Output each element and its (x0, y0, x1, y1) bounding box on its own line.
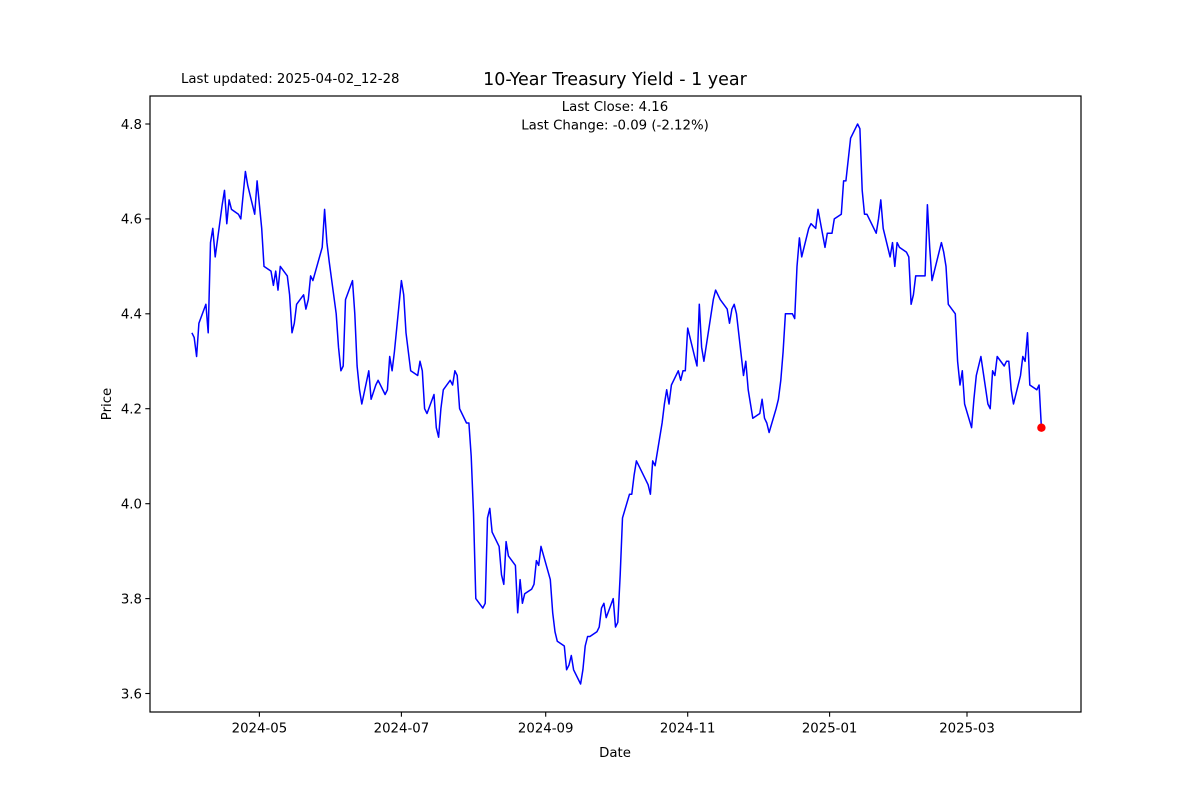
last-close-text: Last Close: 4.16 (562, 100, 668, 115)
plot-area-border (149, 95, 1082, 713)
x-tick-label: 2024-09 (518, 722, 574, 737)
y-tick-label: 4.2 (121, 403, 142, 418)
y-tick-label: 4.4 (121, 308, 142, 323)
y-axis-ticks: 3.6 3.8 4.0 4.2 4.4 4.6 4.8 (121, 118, 150, 702)
y-tick-label: 4.0 (121, 498, 142, 513)
last-change-text: Last Change: -0.09 (-2.12%) (521, 119, 709, 134)
chart-title: 10-Year Treasury Yield - 1 year (483, 70, 748, 90)
y-tick-label: 3.8 (121, 592, 142, 607)
y-axis-label: Price (100, 388, 115, 420)
x-axis-ticks: 2024-05 2024-07 2024-09 2024-11 2025-01 2025-… (232, 712, 995, 737)
x-axis-label: Date (599, 746, 631, 761)
price-line (191, 123, 1043, 685)
x-tick-label: 2024-05 (232, 722, 288, 737)
x-tick-label: 2024-07 (374, 722, 430, 737)
x-tick-label: 2025-01 (802, 722, 858, 737)
last-close-marker (1037, 423, 1046, 432)
y-tick-label: 3.6 (121, 687, 142, 702)
y-tick-label: 4.8 (121, 118, 142, 133)
x-tick-label: 2024-11 (660, 722, 716, 737)
x-tick-label: 2025-03 (939, 722, 995, 737)
y-tick-label: 4.6 (121, 213, 142, 228)
last-updated-text: Last updated: 2025-04-02_12-28 (181, 72, 399, 87)
